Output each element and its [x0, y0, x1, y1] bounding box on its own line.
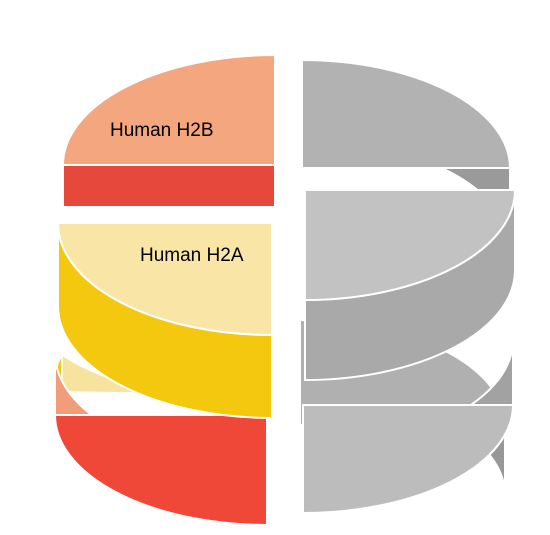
pie-diagram: Human H2B Human H2A [0, 0, 550, 535]
label-h2a: Human H2A [140, 245, 244, 267]
label-h2b: Human H2B [110, 120, 214, 142]
slice-top-right-front [305, 190, 515, 380]
pie-svg [0, 0, 550, 535]
